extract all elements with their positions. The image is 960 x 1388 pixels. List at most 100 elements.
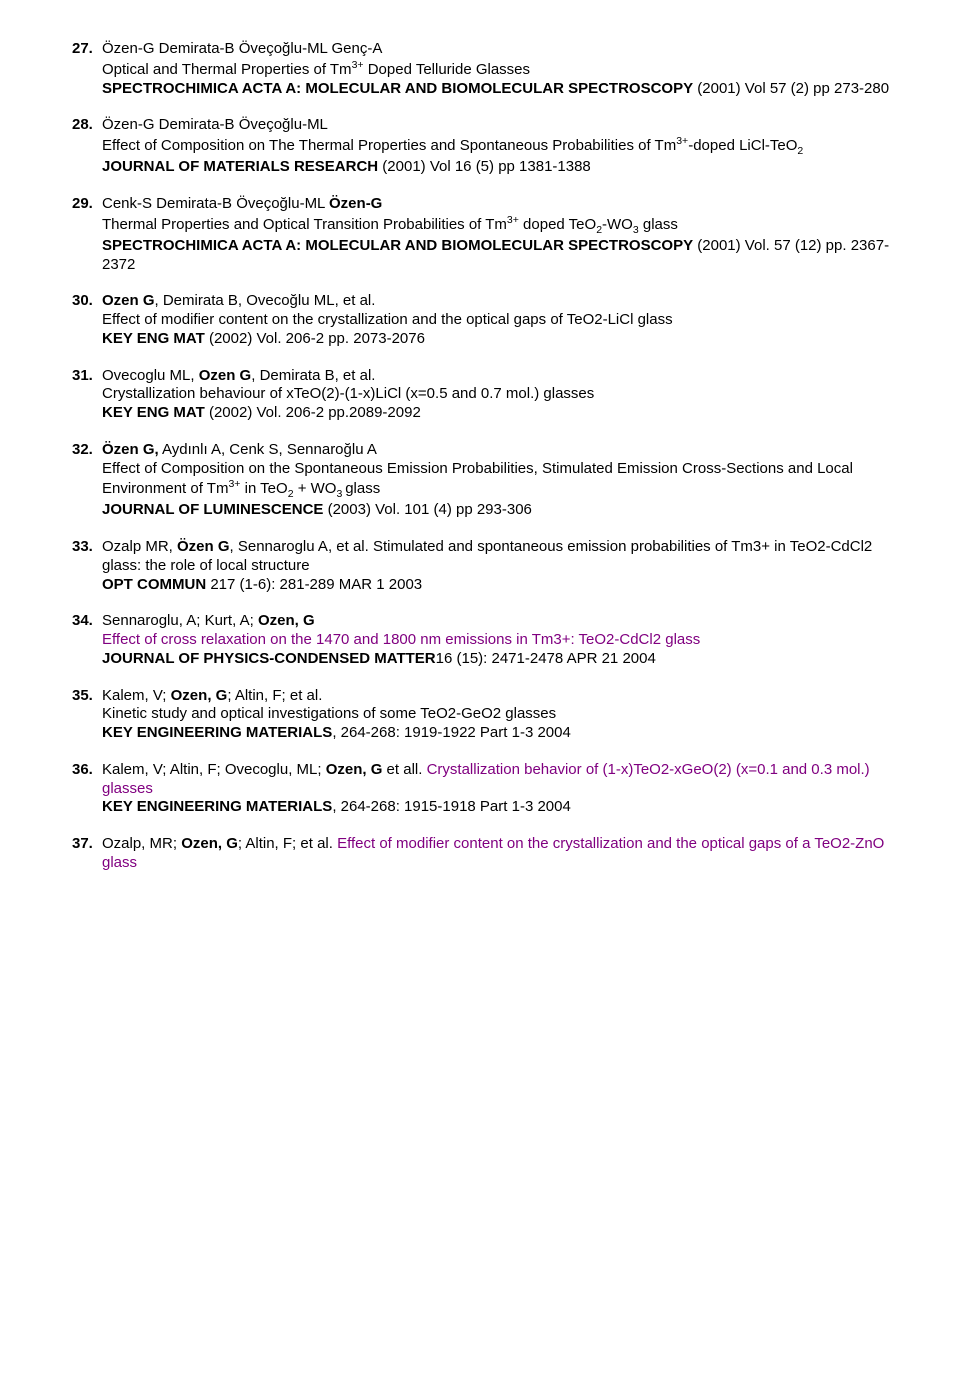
text-segment: Ozen, G — [258, 612, 315, 629]
reference-number: 32. — [72, 441, 93, 460]
text-segment: Optical and Thermal Properties of Tm — [102, 61, 352, 78]
reference-item: 28. Özen-G Demirata-B Öveçoğlu-ML Effect o… — [72, 116, 904, 177]
reference-number: 30. — [72, 292, 93, 311]
reference-number: 35. — [72, 687, 93, 706]
text-segment: 3+ — [352, 59, 364, 71]
text-segment: Ozen, G — [171, 687, 228, 704]
text-segment: ; Altin, F; et al. — [238, 835, 337, 852]
reference-line: Ozalp MR, Özen G, Sennaroglu A, et al. S… — [102, 538, 904, 576]
text-segment: Ovecoglu ML, — [102, 367, 199, 384]
text-segment: Ozen, G — [326, 761, 383, 778]
text-segment: Ozen G — [102, 292, 155, 309]
reference-line: Özen-G Demirata-B Öveçoğlu-ML Genç-A — [102, 40, 904, 59]
reference-line: OPT COMMUN 217 (1-6): 281-289 MAR 1 2003 — [102, 576, 904, 595]
reference-number: 36. — [72, 761, 93, 780]
text-segment: KEY ENG MAT — [102, 330, 205, 347]
text-segment: , Demirata B, et al. — [251, 367, 375, 384]
reference-line: Sennaroglu, A; Kurt, A; Ozen, G — [102, 612, 904, 631]
reference-line: Effect of Composition on the Spontaneous… — [102, 460, 904, 502]
reference-line: Özen-G Demirata-B Öveçoğlu-ML — [102, 116, 904, 135]
text-segment: ; Altin, F; et al. — [227, 687, 322, 704]
reference-line: Ozen G, Demirata B, Ovecoğlu ML, et al. — [102, 292, 904, 311]
text-segment: KEY ENGINEERING MATERIALS — [102, 798, 332, 815]
text-segment: Kinetic study and optical investigations… — [102, 705, 556, 722]
reference-line: Ovecoglu ML, Ozen G, Demirata B, et al. — [102, 367, 904, 386]
text-segment: SPECTROCHIMICA ACTA A: MOLECULAR AND BIO… — [102, 80, 693, 97]
reference-item: 36. Kalem, V; Altin, F; Ovecoglu, ML; Oze… — [72, 761, 904, 817]
reference-line: Cenk-S Demirata-B Öveçoğlu-ML Özen-G — [102, 195, 904, 214]
text-segment: Cenk-S Demirata-B Öveçoğlu-ML — [102, 195, 329, 212]
text-segment: Effect of Composition on the Spontaneous… — [102, 460, 853, 498]
text-segment: Aydınlı A, Cenk S, Sennaroğlu A — [159, 441, 377, 458]
text-segment: Sennaroglu, A; Kurt, A; — [102, 612, 258, 629]
reference-number: 34. — [72, 612, 93, 631]
text-segment: Özen-G Demirata-B Öveçoğlu-ML — [102, 116, 328, 133]
text-segment: glass — [345, 480, 380, 497]
reference-line: KEY ENG MAT (2002) Vol. 206-2 pp.2089-20… — [102, 404, 904, 423]
reference-line: JOURNAL OF PHYSICS-CONDENSED MATTER16 (1… — [102, 650, 904, 669]
reference-number: 29. — [72, 195, 93, 214]
text-segment: 3+ — [228, 478, 240, 490]
reference-item: 32. Özen G, Aydınlı A, Cenk S, Sennaroğlu… — [72, 441, 904, 520]
text-segment: et all. — [382, 761, 426, 778]
text-segment: JOURNAL OF LUMINESCENCE — [102, 501, 323, 518]
text-segment: Özen G — [177, 538, 230, 555]
text-segment: , Demirata B, Ovecoğlu ML, et al. — [155, 292, 376, 309]
text-segment: , 264-268: 1919-1922 Part 1-3 2004 — [332, 724, 571, 741]
text-segment: , 264-268: 1915-1918 Part 1-3 2004 — [332, 798, 571, 815]
text-segment: Ozen, G — [181, 835, 238, 852]
text-segment: (2002) Vol. 206-2 pp. 2073-2076 — [205, 330, 425, 347]
text-segment: Doped Telluride Glasses — [364, 61, 530, 78]
reference-line: SPECTROCHIMICA ACTA A: MOLECULAR AND BIO… — [102, 237, 904, 275]
text-segment: doped TeO — [519, 216, 596, 233]
text-segment: 3+ — [676, 135, 688, 147]
text-segment: in TeO — [240, 480, 287, 497]
reference-line: Effect of cross relaxation on the 1470 a… — [102, 631, 904, 650]
text-segment: Özen-G Demirata-B Öveçoğlu-ML Genç-A — [102, 40, 382, 57]
reference-number: 31. — [72, 367, 93, 386]
reference-line: Özen G, Aydınlı A, Cenk S, Sennaroğlu A — [102, 441, 904, 460]
reference-line: Crystallization behaviour of xTeO(2)-(1-… — [102, 385, 904, 404]
text-segment: Effect of Composition on The Thermal Pro… — [102, 137, 676, 154]
text-segment: Ozalp MR, — [102, 538, 177, 555]
reference-line: KEY ENG MAT (2002) Vol. 206-2 pp. 2073-2… — [102, 330, 904, 349]
text-segment: glass — [639, 216, 678, 233]
text-segment: 3 — [336, 488, 345, 500]
reference-line: Effect of Composition on The Thermal Pro… — [102, 135, 904, 158]
reference-line: KEY ENGINEERING MATERIALS, 264-268: 1919… — [102, 724, 904, 743]
reference-number: 33. — [72, 538, 93, 557]
text-segment: Ozalp, MR; — [102, 835, 181, 852]
text-segment: 3+ — [507, 214, 519, 226]
text-segment: JOURNAL OF MATERIALS RESEARCH — [102, 158, 378, 175]
reference-item: 35. Kalem, V; Ozen, G; Altin, F; et al.Ki… — [72, 687, 904, 743]
text-segment: Thermal Properties and Optical Transitio… — [102, 216, 507, 233]
text-segment: 2 — [797, 145, 803, 157]
text-segment: -doped LiCl-TeO — [688, 137, 797, 154]
text-segment: Özen G, — [102, 441, 159, 458]
text-segment: Effect of modifier content on the crysta… — [102, 311, 673, 328]
text-segment: OPT COMMUN — [102, 576, 206, 593]
text-segment: + WO — [294, 480, 337, 497]
text-segment: KEY ENG MAT — [102, 404, 205, 421]
reference-item: 31. Ovecoglu ML, Ozen G, Demirata B, et a… — [72, 367, 904, 423]
reference-number: 37. — [72, 835, 93, 854]
reference-line: Effect of modifier content on the crysta… — [102, 311, 904, 330]
reference-list: 27.Özen-G Demirata-B Öveçoğlu-ML Genç-AO… — [72, 40, 904, 873]
reference-line: KEY ENGINEERING MATERIALS, 264-268: 1915… — [102, 798, 904, 817]
reference-number: 28. — [72, 116, 93, 135]
reference-line: Kalem, V; Ozen, G; Altin, F; et al. — [102, 687, 904, 706]
reference-line: JOURNAL OF LUMINESCENCE (2003) Vol. 101 … — [102, 501, 904, 520]
text-segment: 217 (1-6): 281-289 MAR 1 2003 — [206, 576, 422, 593]
text-segment: Özen-G — [329, 195, 382, 212]
reference-item: 29. Cenk-S Demirata-B Öveçoğlu-ML Özen-G T… — [72, 195, 904, 274]
text-segment: (2002) Vol. 206-2 pp.2089-2092 — [205, 404, 421, 421]
reference-line: JOURNAL OF MATERIALS RESEARCH (2001) Vol… — [102, 158, 904, 177]
reference-item: 37.Ozalp, MR; Ozen, G; Altin, F; et al. … — [72, 835, 904, 873]
text-segment: Effect of cross relaxation on the 1470 a… — [102, 631, 700, 648]
reference-line: Optical and Thermal Properties of Tm3+ D… — [102, 59, 904, 80]
text-segment: Kalem, V; Altin, F; Ovecoglu, ML; — [102, 761, 326, 778]
reference-line: Thermal Properties and Optical Transitio… — [102, 214, 904, 237]
text-segment: JOURNAL OF PHYSICS-CONDENSED MATTER — [102, 650, 436, 667]
reference-item: 30. Ozen G, Demirata B, Ovecoğlu ML, et a… — [72, 292, 904, 348]
text-segment: (2001) Vol 16 (5) pp 1381-1388 — [378, 158, 591, 175]
